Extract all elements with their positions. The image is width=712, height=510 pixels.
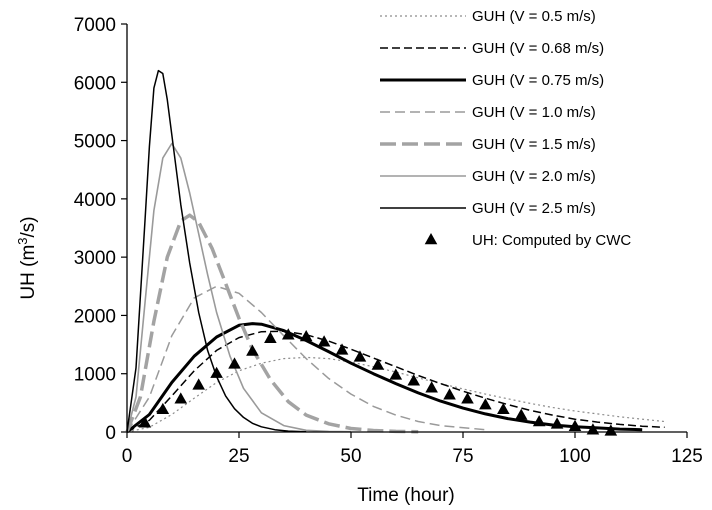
legend-label-4: GUH (V = 1.0 m/s) (472, 104, 596, 121)
series-line-2 (126, 330, 665, 433)
x-tick-label: 100 (559, 446, 591, 467)
observed-point (371, 358, 385, 370)
observed-point (138, 416, 152, 428)
observed-point (335, 343, 349, 355)
y-tick-label: 4000 (74, 190, 116, 211)
x-tick-label: 0 (122, 446, 133, 467)
observed-points (138, 328, 618, 436)
observed-point (425, 381, 438, 393)
x-tick-label: 50 (340, 446, 361, 467)
x-tick-label: 75 (452, 446, 473, 467)
y-axis-title-sup: 3 (15, 237, 30, 244)
y-tick-label: 6000 (74, 73, 116, 94)
legend-label-observed: UH: Computed by CWC (472, 232, 631, 249)
observed-point (192, 378, 205, 390)
observed-point (532, 415, 546, 427)
x-axis-ticks: 0 25 50 75 100 125 (122, 432, 703, 467)
legend-label-7: GUH (V = 2.5 m/s) (472, 200, 596, 217)
legend: GUH (V = 0.5 m/s) GUH (V = 0.68 m/s) GUH (… (380, 8, 631, 249)
y-axis-title-prefix: UH (m (18, 245, 39, 300)
x-tick-label: 25 (228, 446, 249, 467)
series-line-4 (126, 285, 486, 433)
y-axis-title-suffix: /s) (18, 216, 39, 237)
observed-point (156, 402, 170, 415)
legend-label-5: GUH (V = 1.5 m/s) (472, 136, 596, 153)
observed-point (281, 328, 295, 340)
x-axis-title: Time (hour) (357, 485, 454, 506)
observed-point (246, 344, 259, 356)
y-tick-label: 0 (105, 423, 116, 444)
observed-point (299, 329, 313, 342)
series-layer (125, 69, 665, 434)
observed-point (228, 357, 241, 369)
observed-point (461, 392, 474, 404)
observed-point (389, 368, 403, 380)
axes (126, 24, 687, 433)
y-axis-title: UH (m3/s) (15, 216, 39, 299)
observed-point (353, 350, 367, 362)
y-tick-label: 2000 (74, 306, 116, 327)
series-line-6 (126, 142, 352, 433)
observed-point (550, 417, 564, 429)
legend-marker-observed (424, 233, 438, 245)
observed-point (407, 374, 421, 386)
observed-point (443, 388, 456, 400)
y-axis-ticks: 0 1000 2000 3000 4000 5000 6000 7000 (74, 15, 127, 444)
observed-point (264, 331, 277, 343)
legend-label-3: GUH (V = 0.75 m/s) (472, 72, 604, 89)
series-line-5 (125, 213, 419, 434)
observed-point (174, 392, 188, 404)
observed-point (479, 398, 492, 410)
observed-point (568, 419, 582, 431)
legend-label-2: GUH (V = 0.68 m/s) (472, 40, 604, 57)
legend-label-1: GUH (V = 0.5 m/s) (472, 8, 596, 25)
y-tick-label: 3000 (74, 248, 116, 269)
observed-point (514, 408, 528, 420)
legend-label-6: GUH (V = 2.0 m/s) (472, 168, 596, 185)
x-tick-label: 125 (671, 446, 703, 467)
y-tick-label: 5000 (74, 132, 116, 153)
series-line-7 (126, 69, 307, 433)
observed-point (604, 424, 618, 436)
y-tick-label: 1000 (74, 365, 116, 386)
observed-point (317, 335, 331, 347)
y-tick-label: 7000 (74, 15, 116, 36)
observed-point (210, 366, 223, 378)
series-line-3 (126, 322, 643, 434)
observed-point (497, 402, 510, 415)
